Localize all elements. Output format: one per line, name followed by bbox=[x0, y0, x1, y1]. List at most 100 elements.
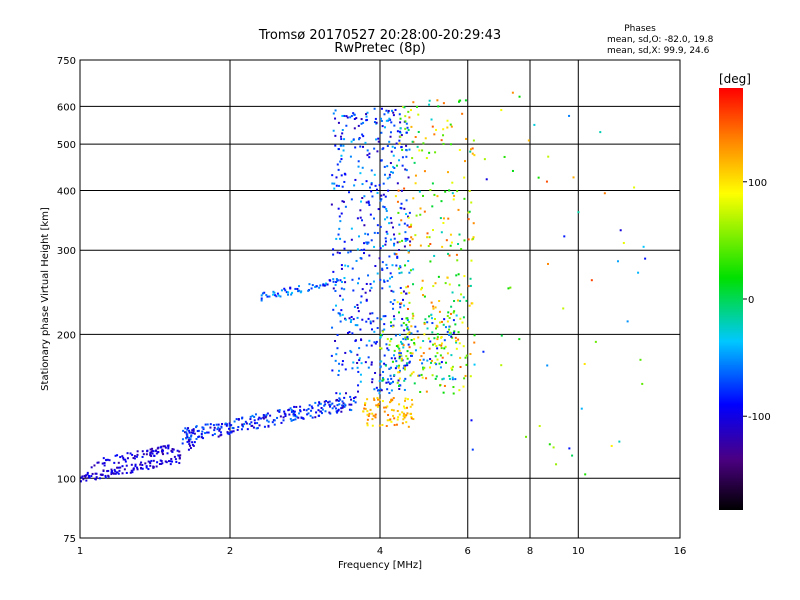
data-point bbox=[393, 374, 396, 377]
data-point bbox=[229, 430, 232, 433]
data-point bbox=[371, 312, 374, 315]
data-point bbox=[232, 427, 235, 430]
data-point bbox=[507, 287, 510, 290]
data-point bbox=[338, 362, 341, 365]
data-point bbox=[121, 455, 124, 458]
data-point bbox=[421, 149, 424, 152]
data-point bbox=[336, 411, 339, 414]
data-point bbox=[107, 474, 110, 477]
data-point bbox=[384, 218, 387, 221]
data-point bbox=[398, 139, 401, 142]
data-point bbox=[616, 260, 619, 263]
data-point bbox=[470, 259, 473, 262]
data-point bbox=[364, 141, 367, 144]
data-point bbox=[319, 402, 322, 405]
data-point bbox=[110, 473, 113, 476]
data-point bbox=[381, 268, 384, 271]
data-point bbox=[267, 420, 270, 423]
data-point bbox=[190, 435, 193, 438]
data-point bbox=[455, 314, 458, 317]
data-point bbox=[376, 232, 379, 235]
data-point bbox=[360, 338, 363, 341]
data-point bbox=[250, 421, 253, 424]
data-point bbox=[387, 111, 390, 114]
data-point bbox=[383, 126, 386, 129]
data-point bbox=[545, 180, 548, 183]
data-point bbox=[350, 115, 353, 118]
data-point bbox=[161, 462, 164, 465]
data-point bbox=[368, 339, 371, 342]
data-point bbox=[427, 315, 430, 318]
data-point bbox=[253, 419, 256, 422]
data-point bbox=[405, 406, 408, 409]
data-point bbox=[387, 189, 390, 192]
data-point bbox=[410, 236, 413, 239]
data-point bbox=[272, 290, 275, 293]
data-point bbox=[387, 109, 390, 112]
data-point bbox=[152, 450, 155, 453]
data-point bbox=[363, 407, 366, 410]
data-point bbox=[390, 150, 393, 153]
data-point bbox=[406, 224, 409, 227]
data-point bbox=[299, 405, 302, 408]
data-point bbox=[463, 275, 466, 278]
data-point bbox=[344, 351, 347, 354]
data-point bbox=[356, 306, 359, 309]
data-point bbox=[318, 286, 321, 289]
data-point bbox=[217, 426, 220, 429]
data-point bbox=[385, 209, 388, 212]
data-point bbox=[426, 321, 429, 324]
data-point bbox=[179, 454, 182, 457]
data-point bbox=[362, 410, 365, 413]
data-point bbox=[402, 418, 405, 421]
colorbar-tick-label: -100 bbox=[748, 412, 771, 423]
data-point bbox=[452, 392, 455, 395]
data-point bbox=[448, 283, 451, 286]
data-point bbox=[440, 342, 443, 345]
data-point bbox=[336, 410, 339, 413]
data-point bbox=[326, 283, 329, 286]
data-point bbox=[452, 331, 455, 334]
data-point bbox=[423, 366, 426, 369]
data-point bbox=[407, 110, 410, 113]
data-point bbox=[413, 343, 416, 346]
data-point bbox=[350, 351, 353, 354]
data-point bbox=[370, 183, 373, 186]
data-point bbox=[398, 355, 401, 358]
data-point bbox=[213, 429, 216, 432]
data-point bbox=[136, 468, 139, 471]
data-point bbox=[353, 113, 356, 116]
data-point bbox=[343, 172, 346, 175]
data-point bbox=[174, 458, 177, 461]
data-point bbox=[372, 397, 375, 400]
data-point bbox=[364, 407, 367, 410]
data-point bbox=[133, 455, 136, 458]
data-point bbox=[431, 374, 434, 377]
data-point bbox=[140, 466, 143, 469]
data-point bbox=[369, 213, 372, 216]
data-point bbox=[355, 117, 358, 120]
data-point bbox=[500, 334, 503, 337]
data-point bbox=[204, 423, 207, 426]
data-point bbox=[340, 267, 343, 270]
data-point bbox=[464, 99, 467, 102]
data-point bbox=[342, 149, 345, 152]
data-point bbox=[373, 231, 376, 234]
data-point bbox=[184, 427, 187, 430]
data-point bbox=[404, 338, 407, 341]
data-point bbox=[412, 268, 415, 271]
data-point bbox=[335, 237, 338, 240]
data-point bbox=[356, 353, 359, 356]
data-point bbox=[101, 473, 104, 476]
data-point bbox=[328, 403, 331, 406]
data-point bbox=[351, 332, 354, 335]
data-point bbox=[584, 473, 587, 476]
data-point bbox=[438, 344, 441, 347]
x-tick-label: 4 bbox=[377, 546, 383, 557]
data-point bbox=[431, 182, 434, 185]
data-point bbox=[370, 328, 373, 331]
data-point bbox=[272, 293, 275, 296]
data-point bbox=[393, 354, 396, 357]
data-point bbox=[375, 138, 378, 141]
data-point bbox=[404, 336, 407, 339]
